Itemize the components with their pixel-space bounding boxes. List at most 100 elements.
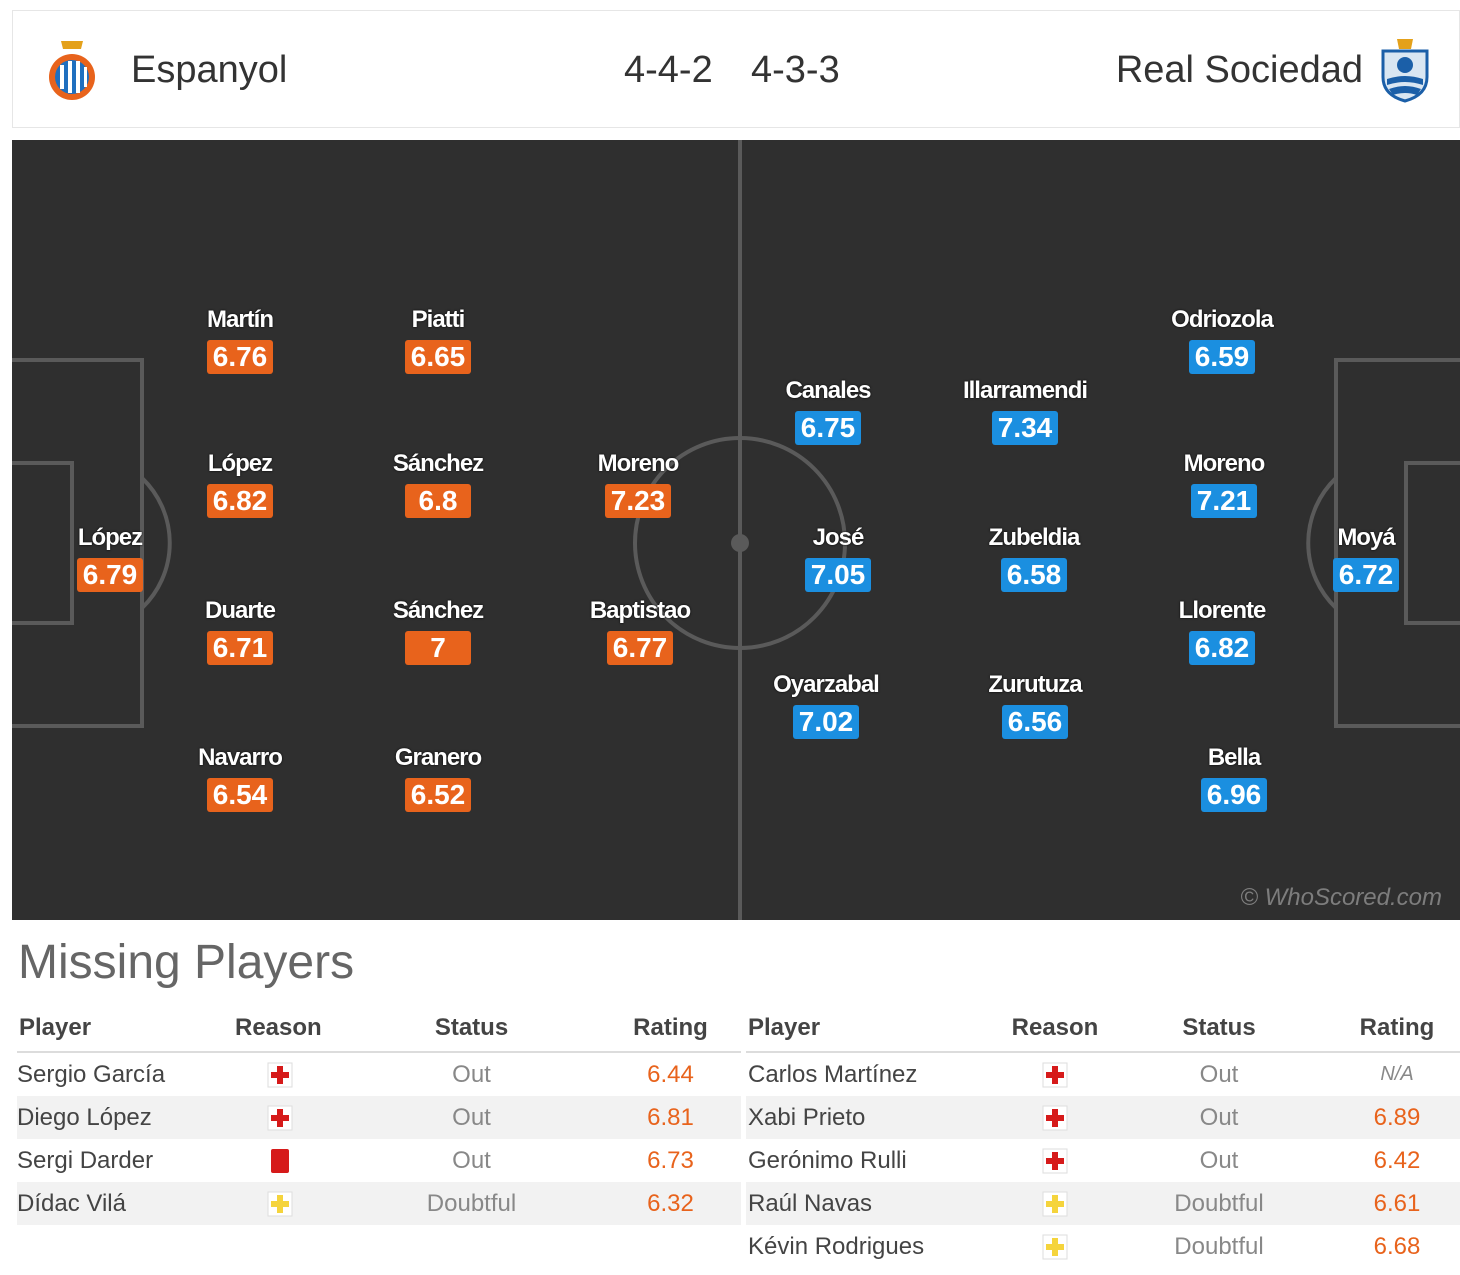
injury-icon xyxy=(217,1052,343,1096)
away-player[interactable]: Bella 6.96 xyxy=(1134,744,1334,812)
status: Out xyxy=(452,1060,491,1088)
player-name: Duarte xyxy=(204,597,276,624)
away-team-name[interactable]: Real Sociedad xyxy=(1115,49,1363,91)
home-player-goalkeeper[interactable]: López 6.79 xyxy=(12,524,210,592)
player-name: Illarramendi xyxy=(962,377,1088,404)
player-name[interactable]: Raúl Navas xyxy=(746,1182,966,1225)
header-rating: Rating xyxy=(600,1005,741,1053)
player-name: Piatti xyxy=(411,306,466,333)
player-rating: 6.71 xyxy=(207,631,273,665)
player-rating: 6.82 xyxy=(1189,631,1255,665)
rating: 6.61 xyxy=(1334,1182,1460,1225)
header-player: Player xyxy=(17,1005,217,1053)
away-player[interactable]: Llorente 6.82 xyxy=(1122,597,1322,665)
home-team-name[interactable]: Espanyol xyxy=(131,49,288,91)
player-name[interactable]: Gerónimo Rulli xyxy=(748,1146,907,1174)
home-player[interactable]: Baptistao 6.77 xyxy=(540,597,740,665)
home-player[interactable]: Martín 6.76 xyxy=(140,306,340,374)
status: Out xyxy=(1199,1146,1239,1174)
status: Doubtful xyxy=(343,1182,600,1225)
player-name[interactable]: Diego López xyxy=(17,1096,217,1139)
player-rating: 6.82 xyxy=(207,484,273,518)
player-name: Moreno xyxy=(597,450,680,477)
header-rating: Rating xyxy=(1334,1005,1460,1053)
player-rating: 7.02 xyxy=(793,705,859,739)
away-player[interactable]: Illarramendi 7.34 xyxy=(925,377,1125,445)
player-name[interactable]: Sergio García xyxy=(17,1060,166,1088)
away-formation: 4-3-3 xyxy=(751,49,840,91)
away-player-goalkeeper[interactable]: Moyá 6.72 xyxy=(1266,524,1460,592)
player-name: Baptistao xyxy=(589,597,691,624)
status: Out xyxy=(343,1096,600,1139)
home-player[interactable]: Granero 6.52 xyxy=(338,744,538,812)
player-name[interactable]: Xabi Prieto xyxy=(746,1096,966,1139)
player-name: José xyxy=(812,524,865,551)
player-rating: 6.79 xyxy=(77,558,143,592)
missing-players-title: Missing Players xyxy=(18,936,355,989)
doubtful-icon xyxy=(966,1182,1104,1225)
doubtful-icon xyxy=(966,1225,1104,1268)
away-player[interactable]: Moreno 7.21 xyxy=(1124,450,1324,518)
table-row: Sergi Darder Out 6.73 xyxy=(17,1139,741,1182)
home-formation: 4-4-2 xyxy=(624,49,713,91)
player-name: Odriozola xyxy=(1171,306,1274,333)
injury-icon xyxy=(966,1139,1104,1182)
header-reason: Reason xyxy=(217,1005,343,1053)
player-rating: 6.59 xyxy=(1189,340,1255,374)
player-rating: 6.65 xyxy=(405,340,471,374)
player-rating: 7 xyxy=(405,631,471,665)
espanyol-crest-icon xyxy=(49,41,95,100)
away-player[interactable]: Zurutuza 6.56 xyxy=(935,671,1135,739)
status: Doubtful xyxy=(1174,1232,1264,1260)
player-rating: 6.75 xyxy=(795,411,861,445)
player-name: López xyxy=(77,524,143,551)
home-player[interactable]: Duarte 6.71 xyxy=(140,597,340,665)
table-row: Raúl Navas Doubtful 6.61 xyxy=(746,1182,1460,1225)
away-player[interactable]: Canales 6.75 xyxy=(728,377,928,445)
player-rating: 7.34 xyxy=(992,411,1058,445)
status: Out xyxy=(452,1146,491,1174)
home-player[interactable]: López 6.82 xyxy=(140,450,340,518)
player-rating: 6.76 xyxy=(207,340,273,374)
table-row: Gerónimo Rulli Out 6.42 xyxy=(746,1139,1460,1182)
header-reason: Reason xyxy=(966,1005,1104,1053)
pitch-lineup: López 6.79 Martín 6.76 López 6.82 Duarte 6.7… xyxy=(12,140,1460,920)
status: Out xyxy=(1199,1060,1239,1088)
status: Out xyxy=(1104,1096,1334,1139)
home-player[interactable]: Piatti 6.65 xyxy=(338,306,538,374)
table-row: Dídac Vilá Doubtful 6.32 xyxy=(17,1182,741,1225)
injury-icon xyxy=(217,1096,343,1139)
player-name: Sánchez xyxy=(392,597,484,624)
away-player[interactable]: Oyarzabal 7.02 xyxy=(726,671,926,739)
red-card-icon xyxy=(217,1139,343,1182)
home-player[interactable]: Sánchez 7 xyxy=(338,597,538,665)
player-rating: 7.05 xyxy=(805,558,871,592)
player-rating: 6.77 xyxy=(607,631,673,665)
table-row: Diego López Out 6.81 xyxy=(17,1096,741,1139)
player-name[interactable]: Sergi Darder xyxy=(17,1146,154,1174)
player-name[interactable]: Kévin Rodrigues xyxy=(748,1232,925,1260)
home-player[interactable]: Moreno 7.23 xyxy=(538,450,738,518)
player-name: Canales xyxy=(785,377,871,404)
away-player[interactable]: Odriozola 6.59 xyxy=(1122,306,1322,374)
home-player[interactable]: Navarro 6.54 xyxy=(140,744,340,812)
away-player[interactable]: Zubeldia 6.58 xyxy=(934,524,1134,592)
player-name[interactable]: Dídac Vilá xyxy=(17,1182,217,1225)
rating: 6.73 xyxy=(647,1146,694,1174)
status: Doubtful xyxy=(1104,1182,1334,1225)
player-rating: 7.21 xyxy=(1191,484,1257,518)
home-player[interactable]: Sánchez 6.8 xyxy=(338,450,538,518)
player-name[interactable]: Carlos Martínez xyxy=(748,1060,918,1088)
doubtful-icon xyxy=(217,1182,343,1225)
player-name: Sánchez xyxy=(392,450,484,477)
player-name: Moreno xyxy=(1183,450,1266,477)
away-player[interactable]: José 7.05 xyxy=(738,524,938,592)
player-rating: 6.56 xyxy=(1002,705,1068,739)
player-name: Navarro xyxy=(198,744,283,771)
pitch-markings xyxy=(12,140,1460,920)
rating: N/A xyxy=(1380,1063,1414,1085)
player-rating: 6.58 xyxy=(1001,558,1067,592)
table-row: Sergio García Out 6.44 xyxy=(17,1052,741,1096)
real-sociedad-crest-icon xyxy=(1381,39,1429,103)
injury-icon xyxy=(966,1052,1104,1096)
